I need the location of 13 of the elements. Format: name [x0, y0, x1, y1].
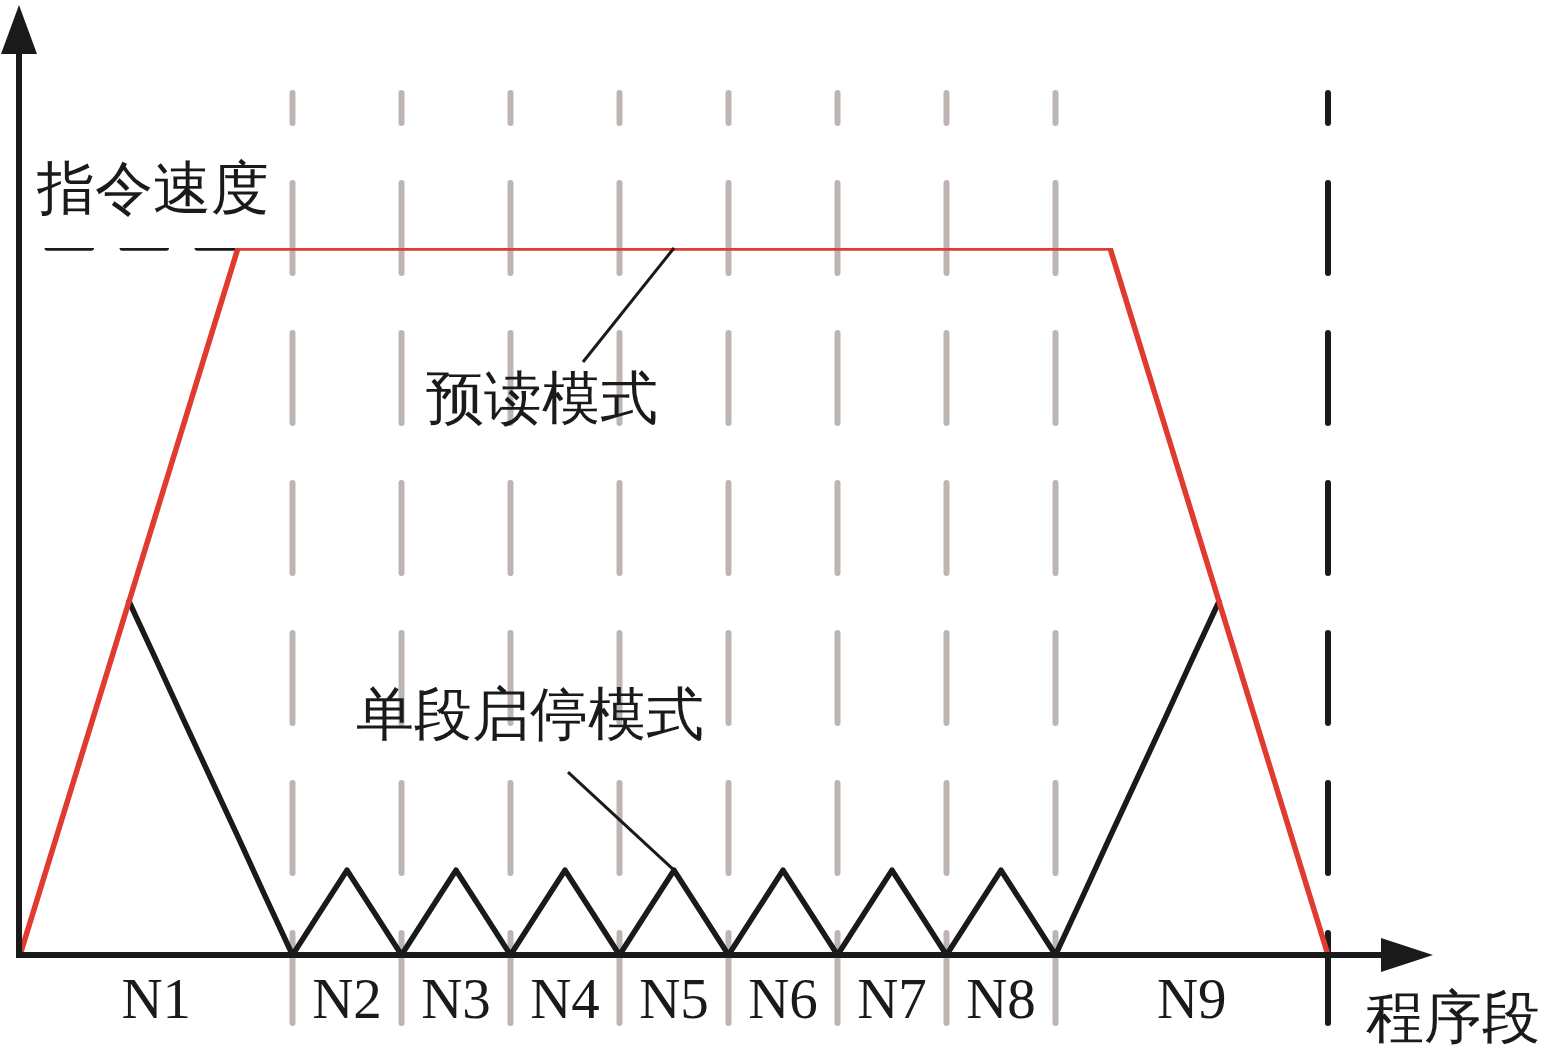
x-tick-label: N5	[639, 967, 709, 1031]
y-axis-title: 指令速度	[36, 156, 269, 222]
x-tick-label: N6	[748, 967, 818, 1031]
x-tick-label: N8	[966, 967, 1036, 1031]
x-tick-label: N3	[421, 967, 491, 1031]
x-tick-label: N2	[312, 967, 382, 1031]
annotation: 预读模式	[426, 366, 658, 432]
x-tick-label: N7	[857, 967, 927, 1031]
x-tick-label: N9	[1156, 967, 1227, 1031]
annotation: 单段启停模式	[356, 682, 704, 748]
x-tick-label: N4	[530, 967, 600, 1031]
x-tick-label: N1	[121, 967, 192, 1031]
x-axis-title: 程序段	[1366, 985, 1540, 1051]
